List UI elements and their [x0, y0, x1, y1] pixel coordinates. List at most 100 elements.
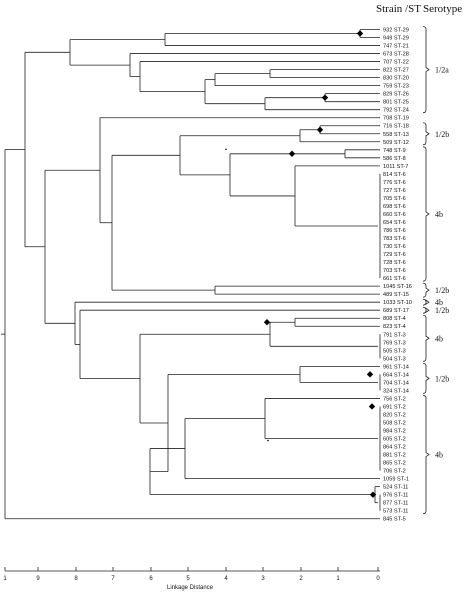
- leaf-label: 673 ST-28: [383, 52, 409, 58]
- support-dot: [267, 439, 269, 442]
- leaf-label: 823 ST-4: [383, 324, 406, 330]
- tree-branches: [1, 29, 381, 520]
- leaf-label: 558 ST-13: [383, 132, 409, 138]
- leaf-label: 865 ST-2: [383, 461, 406, 467]
- leaf-label: 864 ST-2: [383, 445, 406, 451]
- axis-title: Linkage Distance: [167, 585, 214, 591]
- bootstrap-diamond: [356, 30, 364, 37]
- leaf-label: 830 ST-20: [383, 76, 409, 82]
- leaf-label: 508 ST-2: [383, 420, 406, 426]
- leaf-label: 664 ST-14: [383, 372, 409, 378]
- serotype-header: Serotype: [423, 3, 462, 15]
- leaf-label: 756 ST-2: [383, 396, 406, 402]
- leaf-label: 505 ST-3: [383, 348, 406, 354]
- leaf-label: 791 ST-3: [383, 332, 406, 338]
- leaf-label: 1033 ST-10: [383, 300, 412, 306]
- leaf-label: 822 ST-27: [383, 68, 409, 74]
- leaf-label: 730 ST-6: [383, 244, 406, 250]
- leaf-label: 706 ST-2: [383, 469, 406, 475]
- serotype-brace: [422, 314, 430, 362]
- leaf-label: 660 ST-6: [383, 212, 406, 218]
- leaf-label: 829 ST-26: [383, 92, 409, 98]
- serotype-label: 1/2b: [435, 286, 449, 295]
- serotype-brace: [422, 298, 430, 306]
- leaf-label: 573 ST-11: [383, 509, 408, 515]
- leaf-label: 661 ST-6: [383, 276, 406, 282]
- leaf-label: 984 ST-2: [383, 429, 406, 435]
- bootstrap-diamond: [288, 150, 296, 158]
- bootstrap-diamond: [263, 319, 271, 326]
- leaf-label: 708 ST-19: [383, 116, 409, 122]
- leaf-labels: 932 ST-29 949 ST-29 747 ST-21 673 ST-28 707 …: [383, 28, 412, 523]
- leaf-label: 1011 ST-7: [383, 164, 408, 170]
- axis-tick-label: 0: [376, 576, 380, 582]
- serotype-brace: [422, 306, 430, 314]
- linkage-axis: 1 9 8 7 6 5 4 3 2 1 0 Linkage Distance: [3, 567, 380, 591]
- axis-tick-label: 9: [36, 576, 40, 582]
- axis-tick-label: 3: [261, 576, 265, 582]
- serotype-brace: [422, 395, 430, 515]
- leaf-label: 949 ST-29: [383, 36, 409, 42]
- leaf-label: 747 ST-21: [383, 44, 409, 50]
- axis-tick-label: 4: [224, 576, 228, 582]
- leaf-label: 654 ST-6: [383, 220, 406, 226]
- leaf-label: 814 ST-6: [383, 172, 406, 178]
- leaf-label: 976 ST-11: [383, 493, 408, 499]
- strain-st-header: Strain /ST: [376, 3, 421, 15]
- serotype-label: 1/2b: [435, 130, 449, 139]
- leaf-label: 703 ST-6: [383, 268, 406, 274]
- serotype-label: 4b: [435, 210, 443, 219]
- serotype-brace: [422, 282, 430, 298]
- leaf-label: 489 ST-15: [383, 292, 409, 298]
- leaf-label: 586 ST-8: [383, 156, 406, 162]
- axis-tick-label: 5: [186, 576, 190, 582]
- leaf-label: 1045 ST-16: [383, 284, 412, 290]
- leaf-label: 786 ST-6: [383, 228, 406, 234]
- bootstrap-diamond: [321, 94, 329, 101]
- axis-tick-label: 2: [299, 576, 303, 582]
- leaf-label: 691 ST-2: [383, 404, 406, 410]
- axis-tick-label: 1: [336, 576, 340, 582]
- leaf-label: 1059 ST-1: [383, 477, 409, 483]
- leaf-label: 769 ST-3: [383, 340, 406, 346]
- leaf-label: 729 ST-6: [383, 252, 406, 258]
- serotype-brace: [422, 362, 430, 394]
- bootstrap-diamond: [369, 491, 377, 498]
- leaf-label: 881 ST-2: [383, 453, 406, 459]
- leaf-label: 845 ST-5: [383, 517, 406, 523]
- leaf-label: 877 ST-11: [383, 501, 408, 507]
- leaf-label: 605 ST-2: [383, 437, 406, 443]
- leaf-label: 509 ST-12: [383, 140, 409, 146]
- support-dot: [225, 148, 227, 151]
- leaf-label: 759 ST-23: [383, 84, 409, 90]
- serotype-label: 1/2a: [435, 66, 449, 75]
- axis-tick-label: 7: [111, 576, 115, 582]
- leaf-label: 792 ST-24: [383, 108, 409, 114]
- leaf-label: 504 ST-3: [383, 356, 406, 362]
- leaf-label: 783 ST-6: [383, 236, 406, 242]
- leaf-label: 776 ST-6: [383, 180, 406, 186]
- serotype-label: 4b: [435, 451, 443, 460]
- axis-tick-label: 6: [149, 576, 153, 582]
- leaf-label: 728 ST-6: [383, 260, 406, 266]
- leaf-label: 961 ST-14: [383, 364, 409, 370]
- bootstrap-diamond: [316, 126, 324, 133]
- leaf-label: 801 ST-25: [383, 100, 409, 106]
- leaf-label: 727 ST-6: [383, 188, 406, 194]
- leaf-label: 932 ST-29: [383, 28, 409, 34]
- leaf-label: 808 ST-4: [383, 316, 406, 322]
- leaf-label: 698 ST-6: [383, 204, 406, 210]
- serotype-brace: [422, 122, 430, 146]
- serotype-brace: [422, 146, 430, 282]
- leaf-label: 748 ST-9: [383, 148, 406, 154]
- axis-tick-label: 1: [3, 576, 7, 582]
- axis-tick-label: 8: [74, 576, 78, 582]
- leaf-label: 716 ST-18: [383, 124, 409, 130]
- bootstrap-diamond: [368, 403, 376, 410]
- leaf-label: 820 ST-2: [383, 412, 406, 418]
- serotype-label: 4b: [435, 298, 443, 307]
- serotype-brace: [422, 26, 430, 114]
- leaf-label: 704 ST-14: [383, 380, 409, 386]
